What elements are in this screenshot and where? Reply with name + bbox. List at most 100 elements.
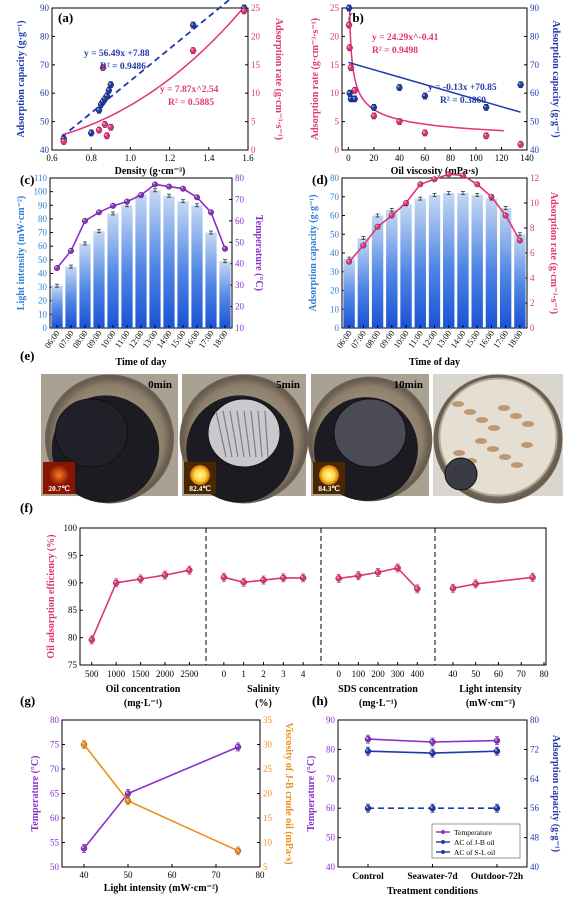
c-yleft-tick-label: 80 <box>38 214 48 224</box>
h-yright-tick-label: 56 <box>530 803 540 813</box>
a-point-rate-highlight <box>100 65 104 68</box>
d-line-point <box>360 242 367 249</box>
b-point-rate-highlight <box>397 119 400 122</box>
c-bar <box>51 285 63 328</box>
sponge-adsorbent <box>333 398 407 468</box>
g-x-tick-label: 70 <box>212 870 222 880</box>
c-yleft-tick-label: 10 <box>38 309 48 319</box>
f-group-unit: (mW·cm⁻²) <box>466 698 515 709</box>
residual-oil-spot <box>499 454 511 460</box>
d-ylabel-left: Adsorption capacity (g·g⁻¹) <box>308 194 319 311</box>
f-xtick-label: 40 <box>448 669 458 679</box>
d-yleft-tick-label: 40 <box>330 248 340 258</box>
g-viscosity-line <box>83 744 239 852</box>
g-yleft-tick-label: 60 <box>50 813 60 823</box>
c-bar <box>93 231 105 328</box>
d-bar <box>386 209 398 328</box>
f-xtick-label: 4 <box>301 669 306 679</box>
a-point-capacity <box>189 21 197 29</box>
f-point-highlight <box>356 573 359 576</box>
d-yleft-tick-label: 60 <box>330 211 340 221</box>
sponge-texture <box>243 410 251 458</box>
b-x-tick-label: 40 <box>395 153 405 163</box>
c-line-point-highlight <box>55 266 57 268</box>
d-yright-tick-label: 8 <box>530 223 535 233</box>
a-x-tick-label: 1.2 <box>164 153 175 163</box>
h-point-highlight <box>365 737 369 740</box>
c-bar <box>65 266 77 328</box>
panel-label: (g) <box>20 693 35 708</box>
f-group-unit: (mg·L⁻¹) <box>359 698 397 709</box>
plot-frame <box>341 7 528 151</box>
d-line-point-highlight <box>375 224 378 227</box>
a-yleft-tick-label: 50 <box>40 117 50 127</box>
b-point-rate-highlight <box>347 45 350 48</box>
c-bar <box>219 261 231 328</box>
b-x-tick-label: 80 <box>446 153 456 163</box>
b-point-capacity-highlight <box>346 5 350 9</box>
b-yright-tick-label: 50 <box>530 117 540 127</box>
a-point-rate-highlight <box>102 122 105 125</box>
b-fit-eq-linear: y = -0.13x +70.85 <box>428 83 497 93</box>
d-line-point-highlight <box>446 172 449 175</box>
b-fit-r2-linear: R² = 0.3860 <box>440 96 486 106</box>
c-bar <box>205 232 217 328</box>
f-xtick-label: 0 <box>222 669 227 679</box>
h-yright-tick-label: 80 <box>530 715 540 725</box>
residual-oil-spot <box>521 442 533 448</box>
f-point-highlight <box>301 575 304 578</box>
b-point-rate <box>346 44 353 51</box>
b-x-tick-label: 20 <box>369 153 379 163</box>
c-line-point-highlight <box>153 182 155 185</box>
f-point <box>414 585 421 592</box>
d-line-point <box>374 223 381 230</box>
a-fit-r2-power: R² = 0.5885 <box>168 98 214 108</box>
a-point-capacity-highlight <box>104 93 107 97</box>
d-line-point-highlight <box>404 201 407 203</box>
g-ylabel-right: Viscosity of J-B crude oil (mPa·s) <box>283 722 294 864</box>
b-point-capacity <box>421 92 429 100</box>
a-point-rate-highlight <box>96 128 100 131</box>
f-ylabel: Oil adsorption efficiency (%) <box>46 534 57 658</box>
b-point-capacity-highlight <box>518 82 521 85</box>
c-yleft-tick-label: 60 <box>38 241 48 251</box>
h-yleft-tick-label: 80 <box>326 744 336 754</box>
a-point-rate-highlight <box>108 125 111 128</box>
a-point-capacity <box>88 129 95 137</box>
h-point-highlight <box>430 751 433 754</box>
b-point-capacity-highlight <box>347 91 350 94</box>
f-point-highlight <box>162 573 166 576</box>
f-xtick-label: 3 <box>281 669 286 679</box>
d-yright-tick-label: 10 <box>530 198 540 208</box>
a-point-rate-highlight <box>104 133 107 136</box>
h-point <box>364 735 372 743</box>
d-line-point <box>474 181 481 188</box>
f-point <box>260 576 267 584</box>
f-point <box>88 636 95 643</box>
f-point <box>161 571 169 579</box>
residual-oil-spot <box>510 413 522 419</box>
f-y-tick-label: 100 <box>64 523 78 533</box>
a-x-tick-label: 1.0 <box>125 153 137 163</box>
h-yright-tick-label: 48 <box>530 833 540 843</box>
a-yright-tick-label: 15 <box>251 60 261 70</box>
panel-b: (b) 0 5 10 15 20 25 40 50 60 70 80 90 0 20 40 60 80 100 120… <box>310 3 561 177</box>
b-point-rate-highlight <box>348 65 351 68</box>
d-line-point-highlight <box>489 194 492 197</box>
c-yleft-tick-label: 100 <box>34 187 48 197</box>
b-point-rate-highlight <box>371 113 374 116</box>
thermal-hotspot <box>319 465 339 485</box>
b-point-capacity <box>346 90 353 97</box>
c-line-point <box>82 217 88 224</box>
residual-oil-spot <box>511 462 523 468</box>
d-xtick-label: 10:00 <box>391 328 410 350</box>
f-point <box>449 585 457 592</box>
sponge-adsorbent <box>55 398 128 468</box>
f-xtick-label: 50 <box>471 669 481 679</box>
thermal-temperature: 20.7℃ <box>48 484 70 493</box>
h-xtick-label: Control <box>352 872 384 882</box>
a-fit-eq-power: y = 7.87x^2.54 <box>160 85 219 95</box>
sponge-texture <box>257 410 263 458</box>
b-point-rate <box>483 132 490 139</box>
g-viscosity-point-highlight <box>125 798 129 801</box>
